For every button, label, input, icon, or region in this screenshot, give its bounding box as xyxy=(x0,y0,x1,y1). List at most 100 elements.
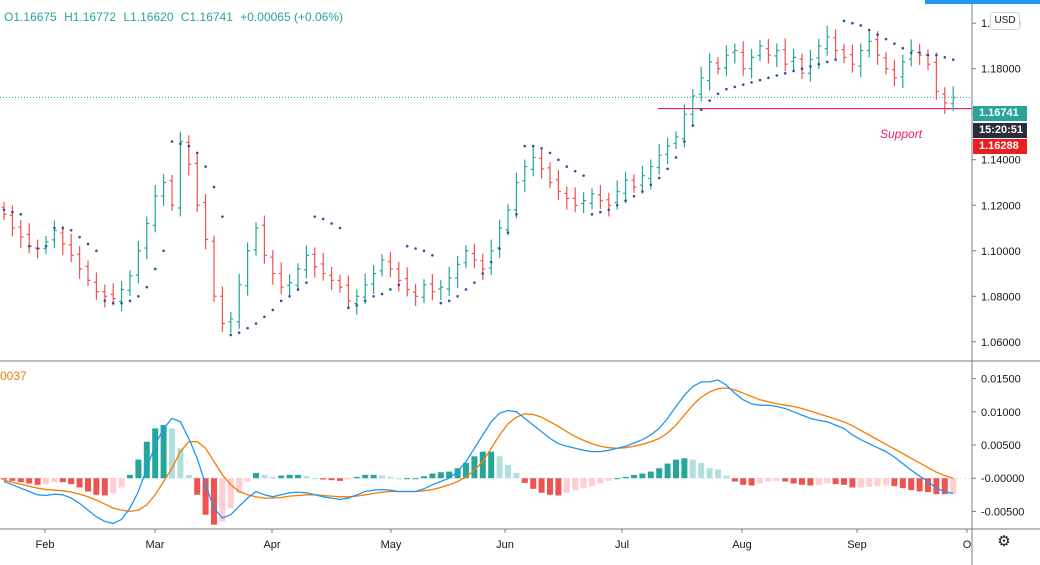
ohlc-bar xyxy=(60,225,66,256)
ohlc-bar xyxy=(488,239,494,276)
ohlc-bar xyxy=(690,88,696,126)
last-price-badge: 1.16741 xyxy=(973,106,1027,121)
macd-histogram-bar xyxy=(740,478,747,485)
ohlc-bar xyxy=(891,59,897,87)
ohlc-bar xyxy=(51,220,57,249)
ohlc-bar xyxy=(513,172,519,219)
macd-histogram-bar xyxy=(295,474,301,479)
sar-dot xyxy=(431,254,434,257)
macd-histogram-bar xyxy=(353,476,360,479)
sar-dot xyxy=(103,299,107,303)
macd-histogram-bar xyxy=(261,474,268,479)
ohlc-bar xyxy=(665,137,671,165)
sar-dot xyxy=(305,281,308,284)
macd-histogram-bar xyxy=(874,478,881,487)
sar-dot xyxy=(347,306,350,309)
currency-button[interactable]: USD xyxy=(990,12,1020,30)
macd-histogram-bar xyxy=(580,478,587,489)
macd-histogram-bar xyxy=(177,448,184,479)
sar-dot xyxy=(817,62,821,66)
countdown-badge: 15:20:51 xyxy=(973,123,1027,138)
ohlc-bar xyxy=(564,186,570,210)
gear-icon[interactable]: ⚙ xyxy=(997,533,1011,550)
sar-dot xyxy=(867,28,871,32)
sar-dot xyxy=(498,247,501,250)
macd-tick-label: 0.01000 xyxy=(981,407,1021,419)
ohlc-bar xyxy=(371,265,377,294)
macd-histogram-bar xyxy=(345,478,352,480)
macd-histogram-bar xyxy=(479,451,486,479)
ohlc-bar xyxy=(757,40,763,62)
ohlc-bar xyxy=(875,31,881,65)
macd-histogram-bar xyxy=(547,478,553,495)
sar-dot xyxy=(372,294,375,298)
sar-dot xyxy=(657,176,661,180)
macd-histogram-bar xyxy=(589,478,595,487)
sar-dot xyxy=(53,226,56,230)
sar-dot xyxy=(767,76,770,80)
macd-histogram-bar xyxy=(227,478,234,509)
macd-histogram-bar xyxy=(85,478,91,492)
macd-histogram-bar xyxy=(135,459,142,479)
macd-histogram-bar xyxy=(723,475,730,479)
sar-dot xyxy=(926,53,930,57)
macd-histogram-bar xyxy=(34,478,41,485)
macd-histogram-bar xyxy=(26,478,33,484)
ohlc-bar xyxy=(278,262,284,295)
ohlc-bar xyxy=(320,252,326,281)
macd-tick-label: -0.00000 xyxy=(981,473,1024,485)
sar-dot xyxy=(893,42,896,45)
sar-dot xyxy=(548,151,552,155)
sar-dot xyxy=(44,244,48,248)
sar-dot xyxy=(439,301,443,305)
sar-dot xyxy=(145,285,149,289)
macd-histogram-bar xyxy=(303,476,310,479)
ohlc-bar xyxy=(211,235,217,302)
ohlc-bar xyxy=(723,45,729,77)
ohlc-bar xyxy=(413,283,419,307)
ohlc-bar xyxy=(127,270,133,297)
ohlc-bar xyxy=(950,86,956,111)
macd-tick-label: 0.01500 xyxy=(981,374,1021,386)
macd-histogram-bar xyxy=(421,476,427,479)
ohlc-bar xyxy=(833,29,839,61)
macd-histogram-bar xyxy=(689,459,696,479)
ohlc-bar xyxy=(463,245,469,269)
ohlc-bar xyxy=(774,43,780,68)
macd-histogram-bar xyxy=(68,478,75,485)
sar-dot xyxy=(128,299,132,303)
ohlc-bar xyxy=(799,53,805,79)
sar-dot xyxy=(943,56,947,59)
sar-dot xyxy=(758,78,762,82)
macd-histogram-bar xyxy=(152,428,159,479)
ohlc-bar xyxy=(824,25,830,56)
sar-dot xyxy=(355,304,359,307)
macd-histogram-bar xyxy=(807,478,814,486)
ohlc-bar xyxy=(438,280,444,301)
ohlc-bar xyxy=(933,52,939,100)
ohlc-bar xyxy=(623,171,629,204)
macd-histogram-bar xyxy=(832,478,839,485)
sar-dot xyxy=(708,99,711,102)
sar-dot xyxy=(674,156,678,159)
time-tick-label: Jul xyxy=(615,539,629,551)
macd-histogram-bar xyxy=(395,478,402,480)
price-tick-label: 1.10000 xyxy=(981,246,1021,258)
time-tick-label: O xyxy=(963,539,972,551)
price-tick-label: 1.12000 xyxy=(981,200,1021,212)
ohlc-bar xyxy=(581,192,587,214)
macd-histogram-bar xyxy=(202,478,209,515)
sar-dot xyxy=(951,58,955,61)
sar-dot xyxy=(691,124,695,127)
ohlc-bar xyxy=(68,233,74,263)
macd-histogram-bar xyxy=(908,478,915,491)
ohlc-bar xyxy=(9,205,15,237)
ohlc-bar xyxy=(345,275,351,310)
sar-dot xyxy=(809,65,812,68)
time-tick-label: Jun xyxy=(496,539,514,551)
macd-histogram-bar xyxy=(765,478,772,482)
ohlc-bar xyxy=(606,192,612,217)
sar-dot xyxy=(800,67,804,71)
ohlc-bar xyxy=(900,54,906,89)
